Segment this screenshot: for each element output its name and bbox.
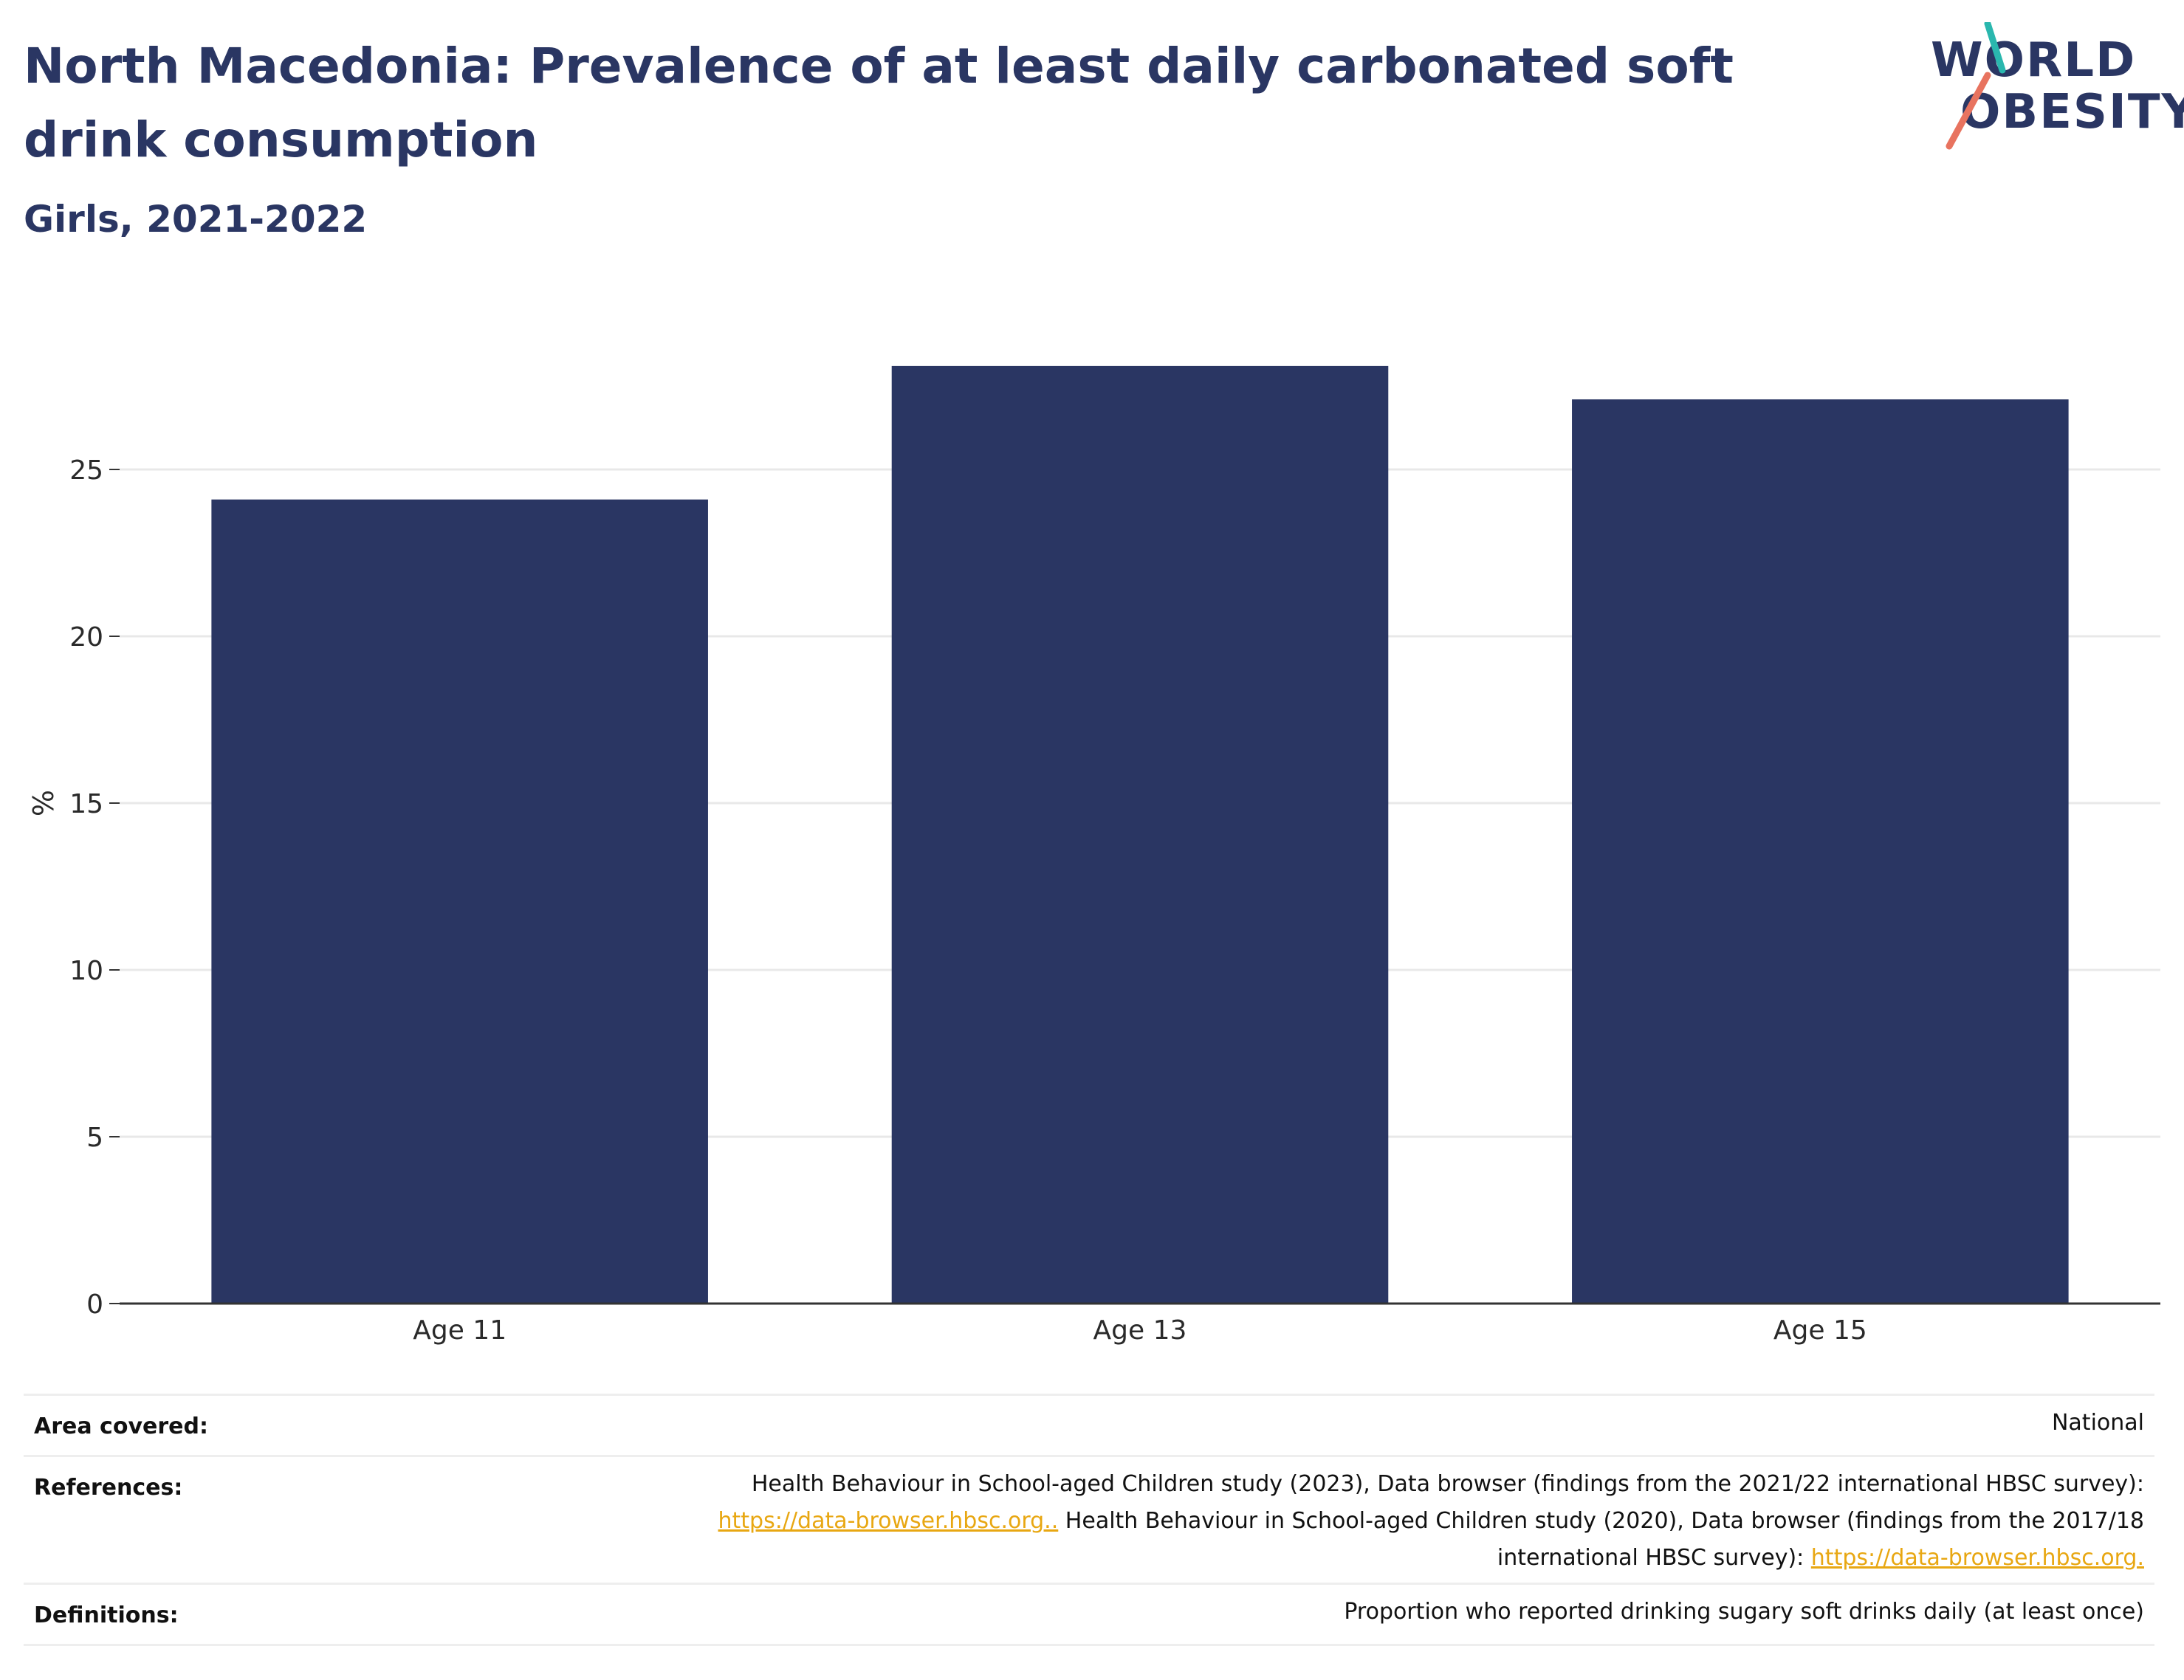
x-tick-labels: Age 11 Age 13 Age 15 — [413, 1315, 1867, 1346]
references-value: Health Behaviour in School-aged Children… — [298, 1466, 2144, 1577]
references-line2: https://data-browser.hbsc.org.. Health B… — [298, 1503, 2144, 1540]
y-tick-labels: 0 5 10 15 20 25 — [69, 455, 120, 1320]
definitions-label: Definitions: — [34, 1602, 179, 1628]
reference-link-2[interactable]: https://data-browser.hbsc.org. — [1810, 1545, 2144, 1571]
bar — [211, 499, 708, 1304]
references-line1: Health Behaviour in School-aged Children… — [751, 1471, 2144, 1497]
bar — [891, 365, 1389, 1304]
x-tick-label: Age 11 — [413, 1315, 506, 1346]
references-line3-text: international HBSC survey): — [1497, 1545, 1811, 1571]
references-row: References: Health Behaviour in School-a… — [24, 1455, 2154, 1583]
area-row: Area covered: National — [24, 1394, 2154, 1455]
chart-title: North Macedonia: Prevalence of at least … — [24, 38, 1734, 168]
world-obesity-logo: WORLD OBESITY — [1920, 22, 2184, 155]
reference-link-1[interactable]: https://data-browser.hbsc.org.. — [718, 1508, 1059, 1534]
chart-subtitle: Girls, 2021-2022 — [24, 198, 368, 241]
definitions-row: Definitions: Proportion who reported dri… — [24, 1583, 2154, 1646]
logo-slash-icon — [1946, 22, 2006, 150]
y-tick-label: 15 — [69, 789, 103, 819]
bars — [211, 365, 2069, 1304]
references-label: References: — [34, 1475, 183, 1501]
bar — [1572, 399, 2069, 1304]
y-tick-label: 25 — [69, 455, 103, 486]
y-tick-label: 0 — [86, 1290, 103, 1320]
x-tick-label: Age 15 — [1773, 1315, 1867, 1346]
y-tick-label: 5 — [86, 1123, 103, 1153]
x-tick-label: Age 13 — [1093, 1315, 1187, 1346]
logo-line1: WORLD — [1931, 33, 2137, 88]
area-value: National — [2051, 1410, 2144, 1436]
logo-line2: OBESITY — [1960, 85, 2184, 140]
y-tick-label: 20 — [69, 622, 103, 653]
y-tick-label: 10 — [69, 956, 103, 986]
references-line2-text: Health Behaviour in School-aged Children… — [1058, 1508, 2144, 1534]
definitions-value: Proportion who reported drinking sugary … — [1344, 1599, 2144, 1625]
metadata-table: Area covered: National References: Healt… — [24, 1394, 2154, 1646]
area-label: Area covered: — [34, 1414, 208, 1439]
y-axis-title: % — [27, 790, 60, 816]
bar-chart: 0 5 10 15 20 25 Age 11 Age 13 Age 15 % — [27, 365, 2160, 1346]
references-line3: international HBSC survey): https://data… — [298, 1540, 2144, 1577]
